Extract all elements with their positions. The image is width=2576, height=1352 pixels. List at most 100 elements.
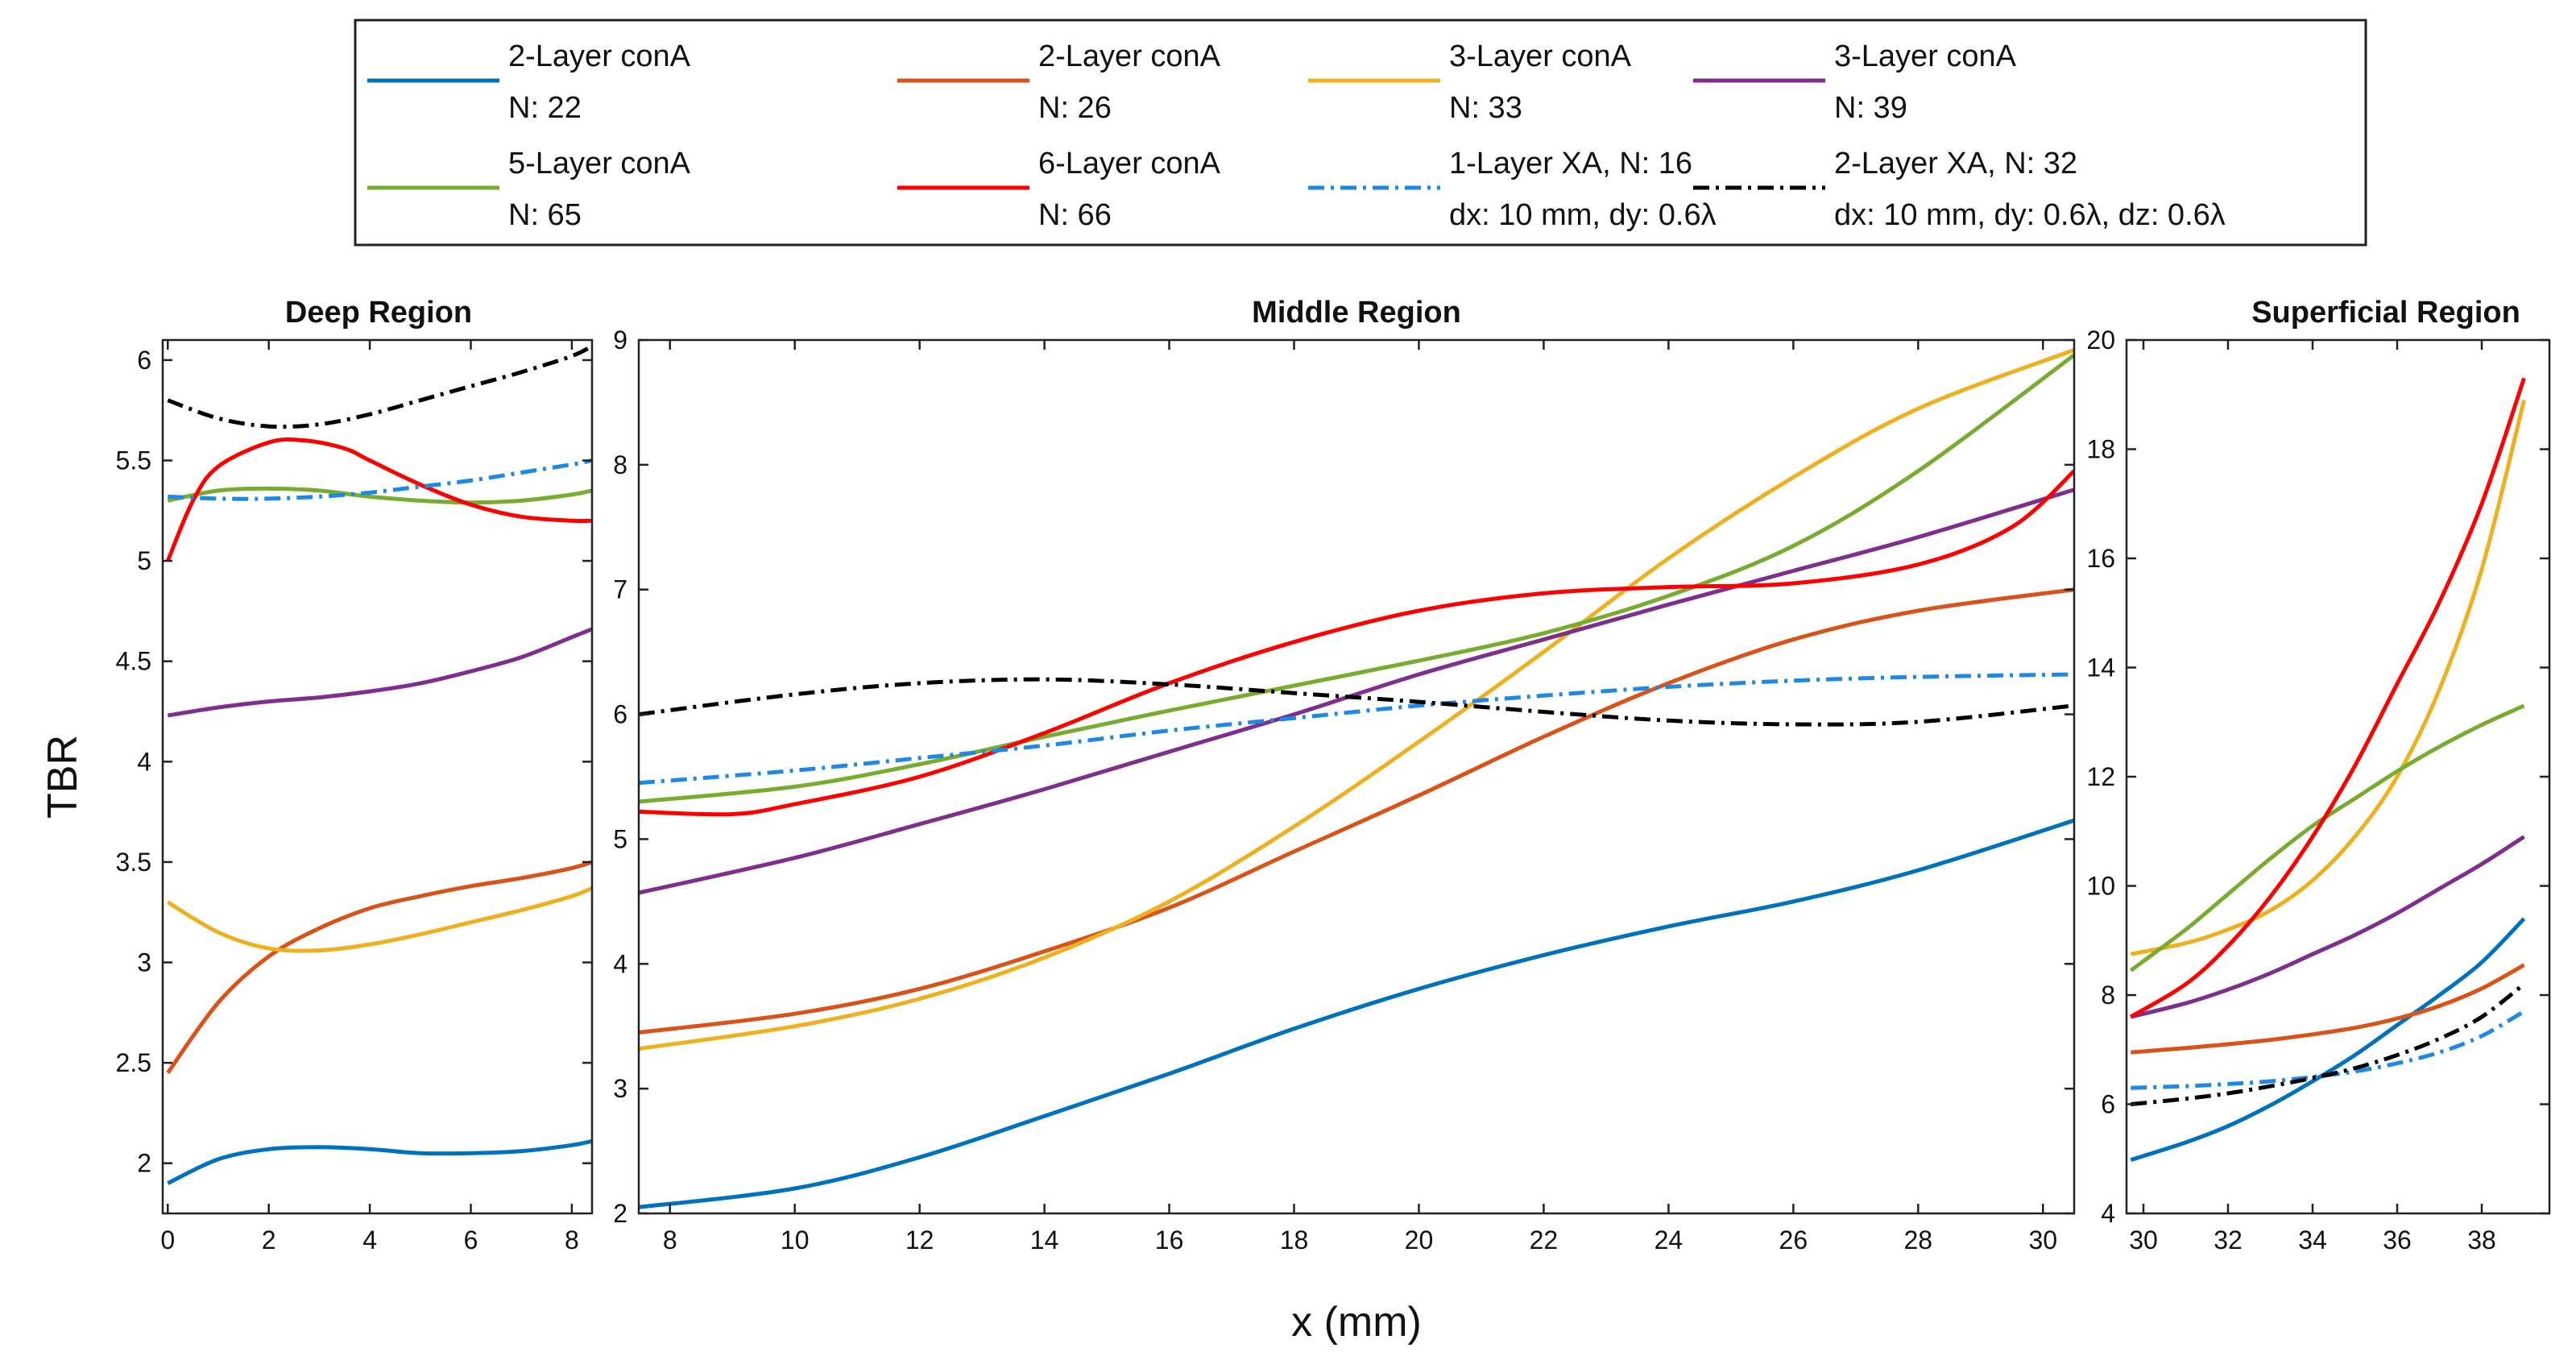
series-line-c2 xyxy=(639,587,2074,1035)
y-tick-label: 9 xyxy=(613,326,627,355)
y-tick-label: 10 xyxy=(2086,872,2115,901)
panel-middle-region: Middle Region 8 10 12 14 16 18 20 22 24 26 28 30 2 3… xyxy=(613,296,2076,1255)
series-line-c6 xyxy=(2130,377,2526,1019)
x-tick-label: 22 xyxy=(1530,1226,1559,1255)
panel-title: Middle Region xyxy=(1252,296,1461,330)
legend-label: N: 26 xyxy=(1038,91,1112,125)
series-line-c2 xyxy=(166,860,592,1075)
x-tick-label: 30 xyxy=(2028,1226,2057,1255)
series-line-c4 xyxy=(639,487,2074,895)
legend-item-x2: 2-Layer XA, N: 32 dx: 10 mm, dy: 0.6λ, dz… xyxy=(1693,147,2226,232)
x-tick-label: 18 xyxy=(1280,1226,1309,1255)
x-tick-label: 0 xyxy=(160,1226,175,1255)
x-tick-label: 8 xyxy=(565,1226,579,1255)
legend-item-c1: 2-Layer conA N: 22 xyxy=(367,39,691,125)
x-tick-label: 28 xyxy=(1904,1226,1933,1255)
plot-frame xyxy=(637,338,2076,1215)
y-tick-label: 4 xyxy=(137,747,151,776)
legend-label: 3-Layer conA xyxy=(1449,39,1632,73)
y-tick-label: 5.5 xyxy=(116,446,151,475)
y-tick-label: 12 xyxy=(2086,762,2115,791)
legend-label: N: 39 xyxy=(1834,91,1907,125)
x-tick-label: 6 xyxy=(464,1226,478,1255)
y-tick-label: 16 xyxy=(2086,544,2115,573)
y-tick-label: 8 xyxy=(2101,981,2115,1010)
y-tick-label: 6 xyxy=(613,700,627,729)
y-tick-label: 3.5 xyxy=(116,848,151,877)
series-line-c1 xyxy=(167,1138,592,1185)
legend-box xyxy=(354,19,2367,247)
series-line-c5 xyxy=(639,353,2074,804)
series-line-c3 xyxy=(167,885,592,953)
y-axis-label: TBR xyxy=(39,735,86,819)
legend: 2-Layer conA N: 22 2-Layer conA N: 26 3-Laye… xyxy=(354,19,2367,247)
series-line-c1 xyxy=(639,818,2074,1209)
x-tick-label: 26 xyxy=(1779,1226,1808,1255)
x-tick-label: 36 xyxy=(2383,1226,2412,1255)
legend-label: N: 65 xyxy=(508,198,582,232)
y-tick-label: 20 xyxy=(2086,326,2115,355)
legend-label: 6-Layer conA xyxy=(1038,147,1221,180)
panel-superficial-region: Superficial Region 30 32 34 36 38 4 6 8 10 12 14 1… xyxy=(2086,296,2551,1255)
x-tick-label: 4 xyxy=(362,1226,377,1255)
legend-label: dx: 10 mm, dy: 0.6λ, dz: 0.6λ xyxy=(1834,198,2226,232)
legend-item-c3: 3-Layer conA N: 33 xyxy=(1308,39,1632,125)
plot-frame xyxy=(161,338,594,1215)
legend-label: 1-Layer XA, N: 16 xyxy=(1449,147,1692,180)
series-line-c3 xyxy=(639,348,2074,1051)
y-tick-label: 3 xyxy=(613,1074,627,1103)
legend-item-c5: 5-Layer conA N: 65 xyxy=(367,147,691,232)
x-tick-label: 8 xyxy=(663,1226,677,1255)
series-line-c4 xyxy=(2130,835,2525,1019)
y-tick-label: 5 xyxy=(137,546,151,575)
x-tick-label: 30 xyxy=(2129,1226,2158,1255)
series-line-c5 xyxy=(167,486,592,505)
x-tick-label: 16 xyxy=(1155,1226,1184,1255)
y-tick-label: 2 xyxy=(613,1199,627,1228)
series-line-c3 xyxy=(2130,399,2526,956)
legend-item-x1: 1-Layer XA, N: 16 dx: 10 mm, dy: 0.6λ xyxy=(1308,147,1717,232)
series-line-c4 xyxy=(167,627,592,718)
y-tick-label: 5 xyxy=(613,824,627,853)
legend-label: 2-Layer conA xyxy=(1038,39,1221,73)
series-line-x1 xyxy=(168,458,592,501)
x-tick-label: 20 xyxy=(1405,1226,1434,1255)
panel-title: Superficial Region xyxy=(2251,296,2520,330)
legend-label: 5-Layer conA xyxy=(508,147,691,180)
x-tick-label: 10 xyxy=(781,1226,810,1255)
x-tick-label: 12 xyxy=(905,1226,934,1255)
x-tick-label: 34 xyxy=(2298,1226,2327,1255)
series-line-c6 xyxy=(639,469,2074,817)
series-line-c2 xyxy=(2131,963,2525,1055)
x-tick-label: 2 xyxy=(262,1226,276,1255)
x-tick-label: 24 xyxy=(1655,1226,1684,1255)
y-tick-label: 18 xyxy=(2086,435,2115,464)
y-tick-label: 3 xyxy=(137,948,151,977)
legend-item-c2: 2-Layer conA N: 26 xyxy=(897,39,1221,125)
series-line-x2 xyxy=(2131,982,2526,1106)
y-tick-label: 6 xyxy=(137,346,151,375)
x-axis-label: x (mm) xyxy=(1291,1299,1422,1346)
y-tick-label: 4 xyxy=(613,949,627,978)
legend-label: N: 66 xyxy=(1038,198,1112,232)
legend-item-c6: 6-Layer conA N: 66 xyxy=(897,147,1221,232)
series-line-c5 xyxy=(2129,703,2525,973)
y-tick-label: 8 xyxy=(613,450,627,479)
series-line-c1 xyxy=(2130,917,2526,1162)
x-tick-label: 38 xyxy=(2467,1226,2496,1255)
legend-item-c4: 3-Layer conA N: 39 xyxy=(1693,39,2017,125)
panel-deep-region: Deep Region 0 2 4 6 8 2 2.5 3 3.5 4 4.5 5 5.5 6 xyxy=(116,296,594,1255)
legend-label: 3-Layer conA xyxy=(1834,39,2017,73)
series-line-x2 xyxy=(167,344,592,429)
legend-label: N: 22 xyxy=(508,91,582,125)
x-tick-label: 32 xyxy=(2214,1226,2243,1255)
y-tick-label: 2 xyxy=(137,1149,151,1178)
series-line-x1 xyxy=(639,672,2074,786)
legend-label: N: 33 xyxy=(1449,91,1522,125)
y-tick-label: 7 xyxy=(613,575,627,604)
y-tick-label: 4.5 xyxy=(116,647,151,676)
series-line-x2 xyxy=(639,677,2074,727)
series-line-c6 xyxy=(165,437,592,562)
x-tick-label: 14 xyxy=(1030,1226,1059,1255)
